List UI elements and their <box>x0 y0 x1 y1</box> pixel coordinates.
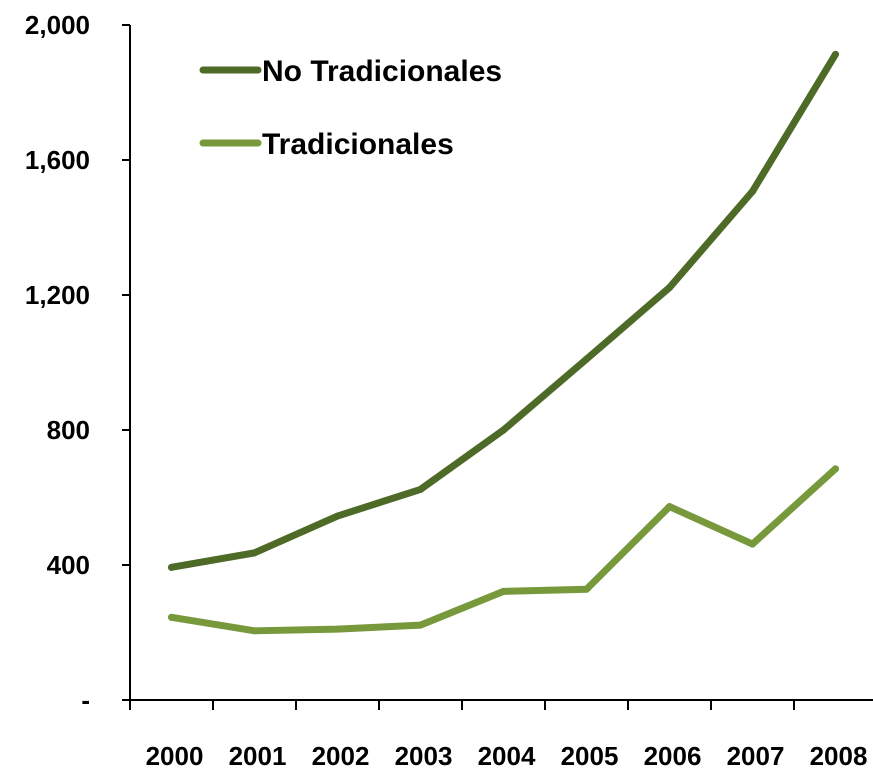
data-point <box>251 549 258 557</box>
data-point <box>666 284 673 292</box>
x-tick-label: 2001 <box>229 741 287 771</box>
x-tick-label: 2007 <box>727 741 785 771</box>
data-point <box>500 587 507 595</box>
x-tick-label: 2002 <box>312 741 370 771</box>
legend-label: Tradicionales <box>262 128 454 161</box>
data-point <box>749 540 756 548</box>
y-tick-label: 2,000 <box>25 10 90 40</box>
data-point <box>583 355 590 363</box>
data-point <box>334 625 341 633</box>
x-tick-label: 2003 <box>395 741 453 771</box>
y-tick-label: 1,200 <box>25 280 90 310</box>
data-point <box>832 50 839 58</box>
data-point <box>168 613 175 621</box>
axis-ticks <box>122 24 795 710</box>
data-point <box>832 465 839 473</box>
series-line-2 <box>168 465 839 635</box>
axes <box>129 25 873 701</box>
y-tick-label: - <box>81 685 90 715</box>
x-tick-label: 2005 <box>561 741 619 771</box>
x-tick-label: 2000 <box>146 741 204 771</box>
x-tick-label: 2006 <box>644 741 702 771</box>
legend: No Tradicionales Tradicionales <box>199 55 502 161</box>
data-point <box>500 426 507 434</box>
data-point <box>251 627 258 635</box>
data-point <box>168 563 175 571</box>
data-point <box>749 187 756 195</box>
x-tick-label: 2004 <box>478 741 536 771</box>
legend-label: No Tradicionales <box>262 55 502 88</box>
data-point <box>583 585 590 593</box>
data-point <box>666 503 673 511</box>
data-point <box>417 621 424 629</box>
data-point <box>417 485 424 493</box>
y-tick-label: 800 <box>47 415 90 445</box>
series-lines <box>168 50 839 635</box>
x-tick-label: 2008 <box>810 741 868 771</box>
y-tick-label: 400 <box>47 550 90 580</box>
y-tick-label: 1,600 <box>25 145 90 175</box>
axis-labels: - 400 800 1,200 1,600 2,000 2000 2001 2002 2003 20… <box>25 10 868 771</box>
data-point <box>334 512 341 520</box>
